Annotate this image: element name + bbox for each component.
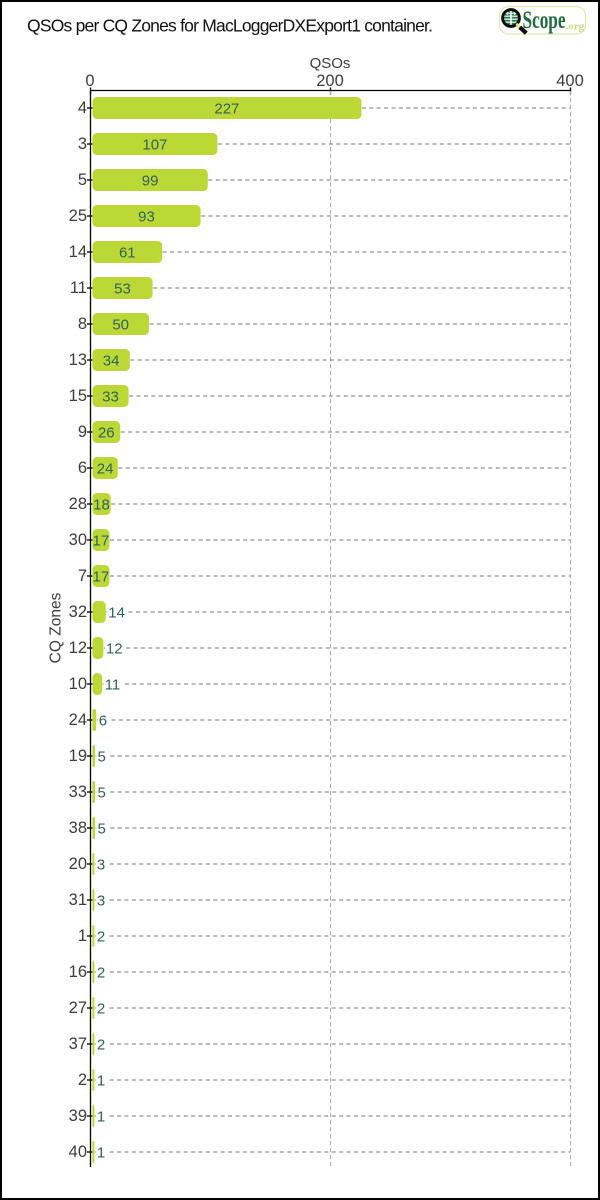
svg-text:18: 18 [93, 497, 110, 514]
svg-text:28: 28 [69, 495, 87, 513]
svg-text:12: 12 [106, 641, 123, 658]
svg-text:5: 5 [98, 821, 106, 838]
svg-text:12: 12 [69, 639, 87, 657]
svg-text:33: 33 [102, 389, 119, 406]
svg-text:2: 2 [97, 1037, 105, 1054]
svg-text:8: 8 [78, 315, 87, 333]
svg-text:61: 61 [119, 245, 136, 262]
svg-text:2: 2 [97, 1001, 105, 1018]
svg-text:227: 227 [214, 101, 239, 118]
svg-text:5: 5 [98, 785, 106, 802]
svg-text:.org: .org [566, 21, 585, 33]
svg-text:CQ Zones: CQ Zones [48, 592, 65, 663]
svg-text:37: 37 [69, 1035, 87, 1053]
svg-text:11: 11 [105, 677, 121, 694]
svg-text:25: 25 [69, 207, 87, 225]
svg-text:400: 400 [556, 72, 584, 90]
svg-text:31: 31 [69, 891, 87, 909]
svg-text:QSOs: QSOs [310, 55, 351, 72]
svg-text:10: 10 [69, 675, 87, 693]
svg-text:6: 6 [99, 713, 107, 730]
svg-text:1: 1 [97, 1109, 105, 1126]
svg-text:34: 34 [103, 353, 120, 370]
svg-text:39: 39 [69, 1107, 87, 1125]
svg-text:QSOs per CQ Zones for MacLogge: QSOs per CQ Zones for MacLoggerDXExport1… [27, 16, 433, 36]
svg-text:24: 24 [97, 461, 114, 478]
svg-text:4: 4 [78, 99, 87, 117]
svg-text:5: 5 [78, 171, 87, 189]
svg-text:19: 19 [69, 747, 87, 765]
svg-text:200: 200 [316, 72, 344, 90]
svg-text:3: 3 [97, 893, 105, 910]
svg-text:1: 1 [78, 927, 87, 945]
svg-text:16: 16 [69, 963, 87, 981]
svg-text:2: 2 [97, 965, 105, 982]
svg-text:9: 9 [78, 423, 87, 441]
svg-text:1: 1 [97, 1145, 105, 1162]
svg-text:17: 17 [93, 533, 110, 550]
svg-text:14: 14 [69, 243, 87, 261]
svg-text:0: 0 [85, 72, 94, 90]
svg-text:93: 93 [138, 209, 155, 226]
svg-text:30: 30 [69, 531, 87, 549]
svg-text:13: 13 [69, 351, 87, 369]
svg-text:2: 2 [97, 929, 105, 946]
svg-text:99: 99 [142, 173, 159, 190]
svg-text:7: 7 [78, 567, 87, 585]
svg-text:14: 14 [108, 605, 125, 622]
svg-text:50: 50 [112, 317, 129, 334]
svg-text:53: 53 [114, 281, 131, 298]
svg-text:33: 33 [69, 783, 87, 801]
svg-text:1: 1 [97, 1073, 105, 1090]
svg-text:11: 11 [70, 279, 87, 297]
svg-text:17: 17 [93, 569, 110, 586]
svg-text:27: 27 [69, 999, 87, 1017]
svg-text:26: 26 [98, 425, 115, 442]
svg-text:24: 24 [69, 711, 87, 729]
svg-text:5: 5 [98, 749, 106, 766]
svg-text:38: 38 [69, 819, 87, 837]
svg-text:32: 32 [69, 603, 87, 621]
svg-text:Scope: Scope [523, 7, 566, 34]
svg-text:107: 107 [142, 137, 167, 154]
svg-text:40: 40 [69, 1143, 87, 1161]
svg-text:3: 3 [97, 857, 105, 874]
svg-text:3: 3 [78, 135, 87, 153]
svg-text:6: 6 [78, 459, 87, 477]
svg-text:2: 2 [78, 1071, 87, 1089]
svg-text:15: 15 [69, 387, 87, 405]
svg-text:20: 20 [69, 855, 87, 873]
